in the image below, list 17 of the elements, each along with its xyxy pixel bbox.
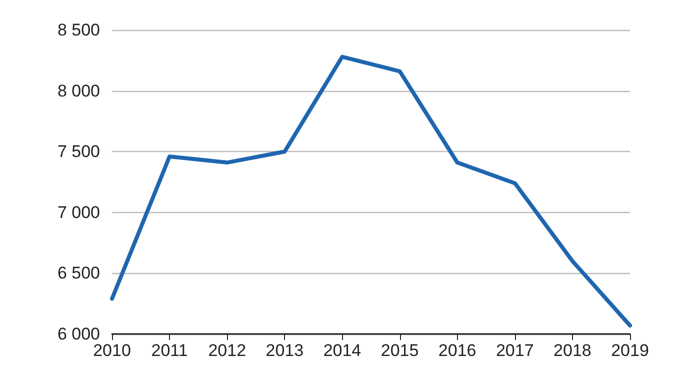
y-tick-label: 6 000 (57, 324, 100, 344)
y-tick-label: 7 000 (57, 202, 100, 222)
x-tick-label: 2010 (93, 341, 131, 360)
x-tick-label: 2011 (151, 341, 188, 360)
y-tick-label: 7 500 (57, 142, 100, 162)
x-tick-label: 2016 (438, 341, 476, 360)
x-tick-label: 2012 (208, 341, 246, 360)
y-tick-label: 6 500 (57, 264, 100, 283)
x-tick-label: 2015 (380, 341, 419, 360)
line-series (110, 54, 632, 328)
x-tick-label: 2019 (611, 341, 649, 360)
y-tick-label: 8 500 (57, 20, 100, 40)
x-tick-label: 2014 (323, 341, 362, 360)
x-tick-label: 2018 (554, 341, 592, 360)
x-tick-label: 2013 (266, 341, 304, 360)
y-tick-label: 8 000 (57, 81, 100, 100)
x-tick-label: 2017 (496, 341, 534, 360)
